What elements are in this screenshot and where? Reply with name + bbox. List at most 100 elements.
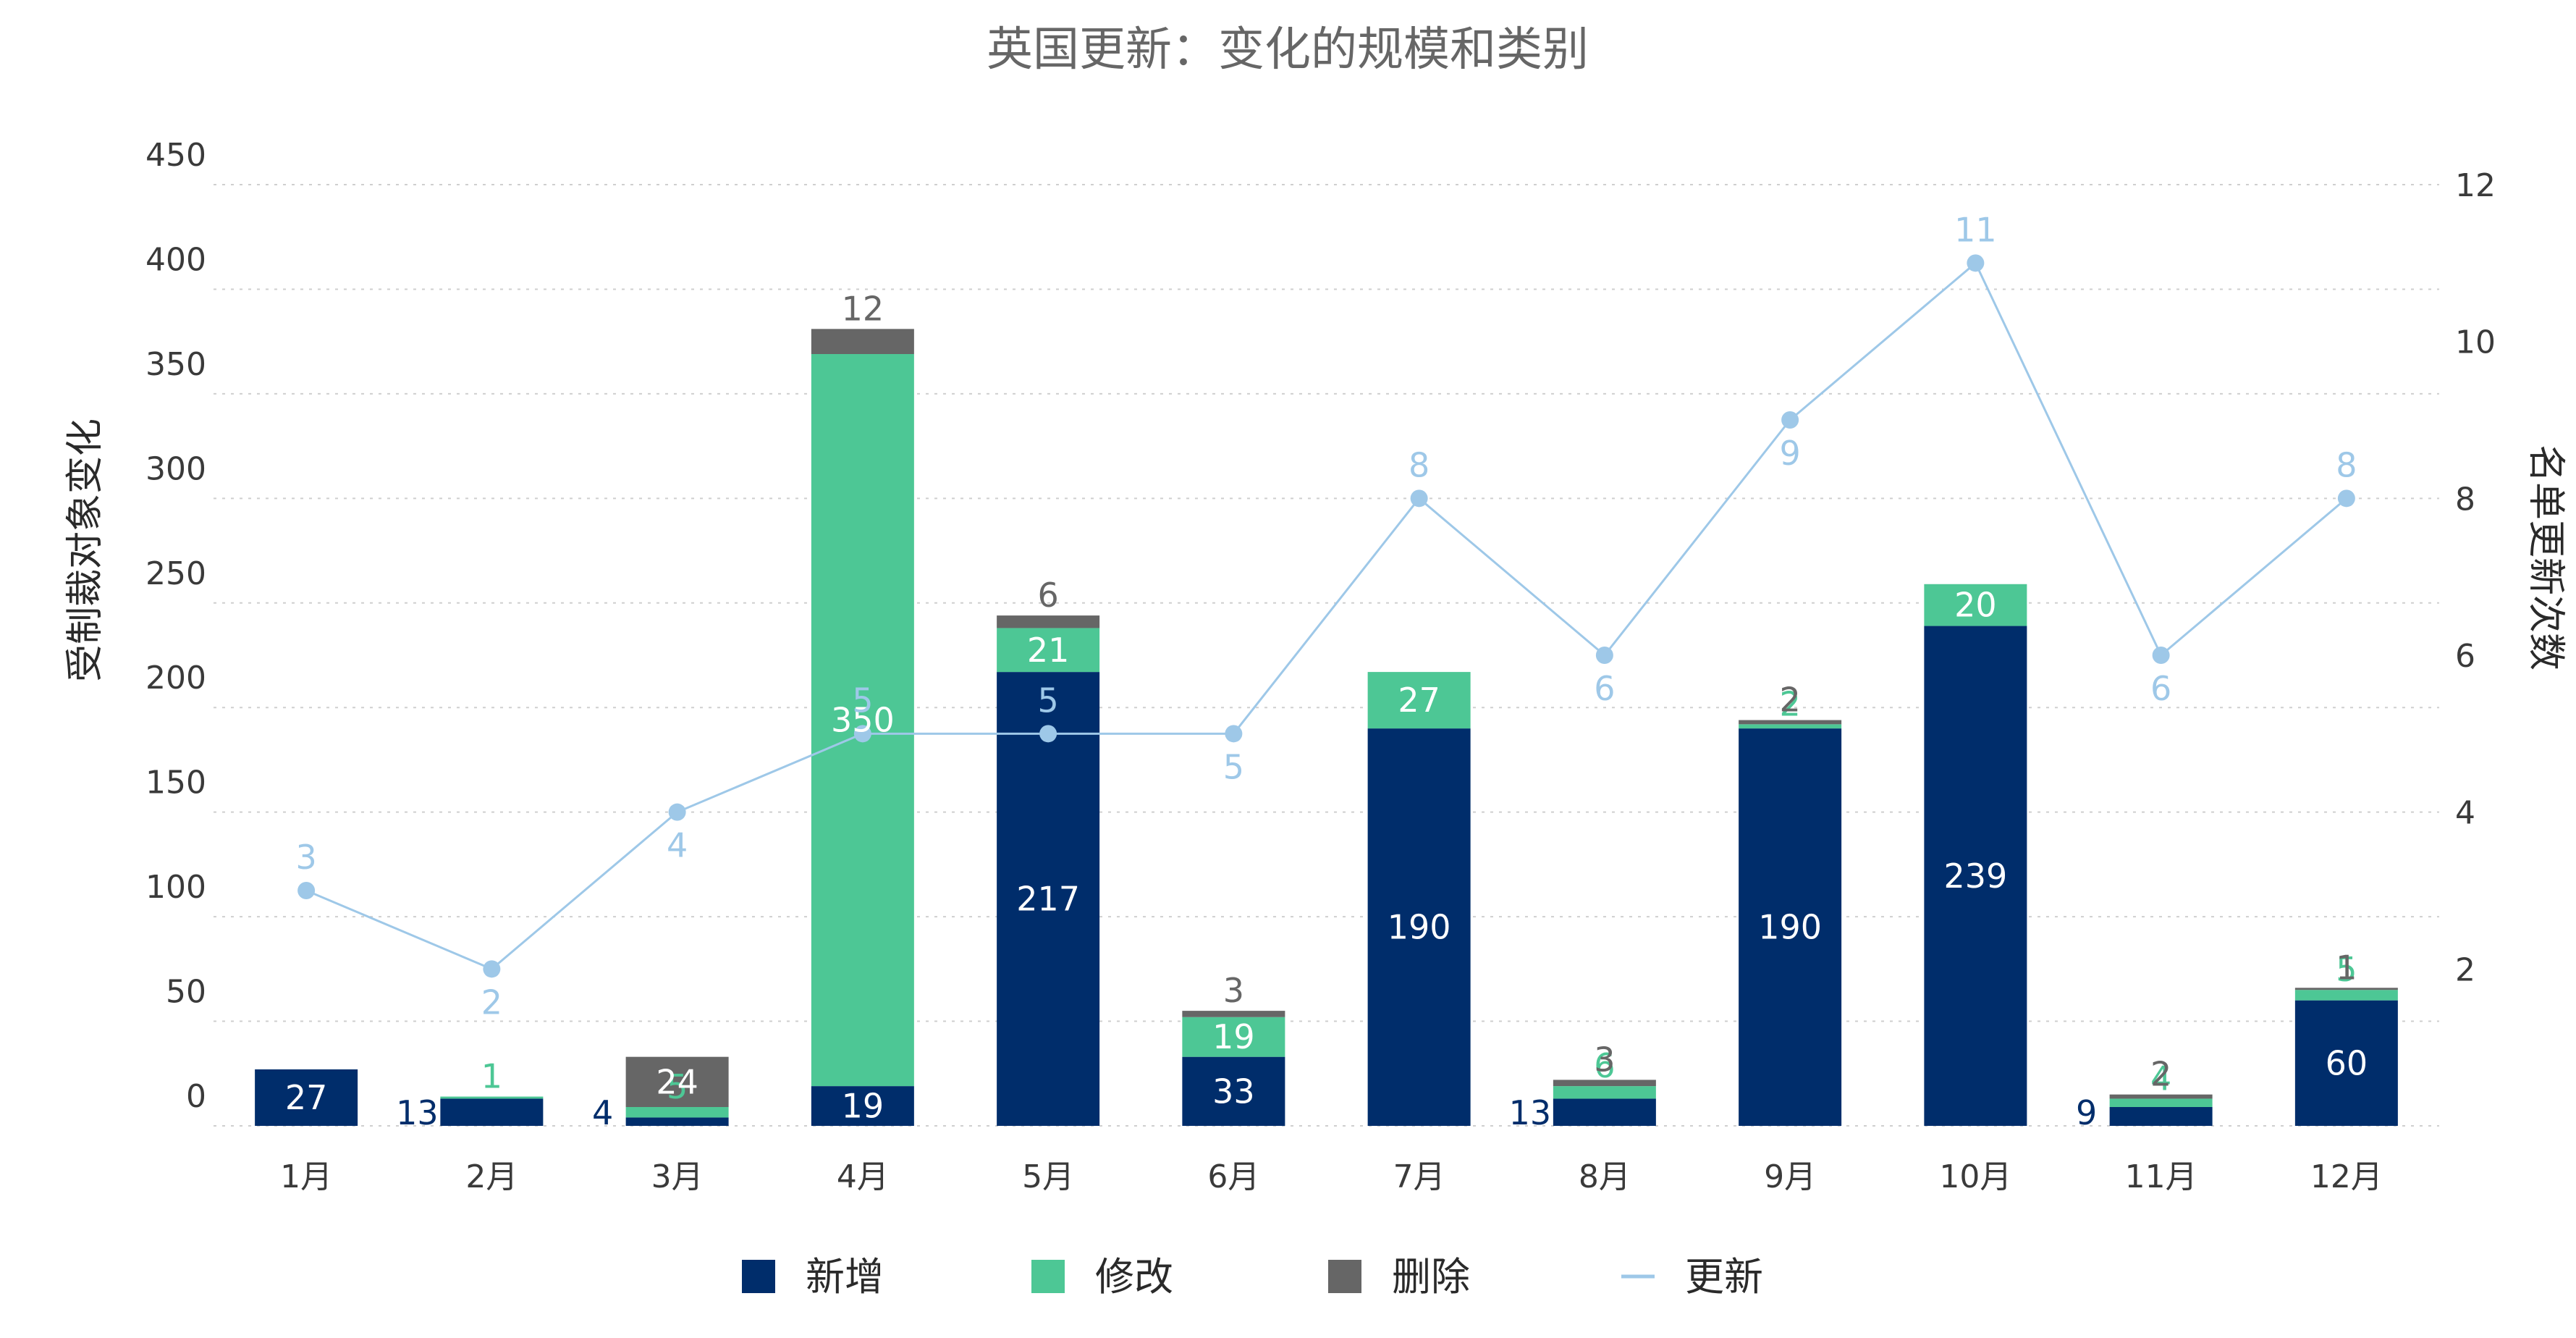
update-point (1595, 647, 1613, 664)
x-tick-label: 12月 (2310, 1158, 2383, 1195)
x-tick-label: 10月 (1939, 1158, 2011, 1195)
bar-data-label: 12 (842, 289, 884, 328)
bar-data-label: 1 (481, 1057, 502, 1096)
legend: 新增 修改 删除 更新 (742, 1254, 1763, 1300)
bar-data-label: 5 (2336, 950, 2357, 989)
bar-segment (1367, 728, 1471, 1126)
bar-data-label: 27 (285, 1078, 328, 1117)
bar-segment (1182, 1011, 1285, 1017)
bar-segment (625, 1117, 729, 1126)
y-axis-title-left: 受制裁对象变化 (64, 418, 107, 682)
bar-segment (997, 615, 1100, 628)
y-tick-right: 12 (2455, 167, 2496, 204)
legend-swatch (1328, 1260, 1361, 1293)
update-point (1225, 725, 1243, 743)
legend-swatch (742, 1260, 775, 1293)
update-point (1039, 725, 1057, 743)
bar-segment (440, 1096, 544, 1099)
bar-data-label: 9 (2076, 1093, 2097, 1132)
bar-data-label: 217 (1016, 880, 1080, 919)
y-tick-left: 400 (145, 241, 206, 278)
update-point (2337, 489, 2355, 508)
y-tick-right: 10 (2455, 324, 2496, 361)
data-labels: 27 13145241935012217216331931902713631902… (285, 210, 2368, 1132)
x-tick-label: 1月 (280, 1158, 332, 1195)
bar-segment (1553, 1080, 1656, 1087)
bar-segment (625, 1107, 729, 1118)
y-tick-left: 100 (145, 869, 206, 906)
chart-title: 英国更新：变化的规模和类别 (987, 23, 1589, 77)
update-line (297, 254, 2355, 978)
bar-segment (440, 1098, 544, 1126)
bar-data-label: 1 (2336, 948, 2357, 987)
bar-segment (255, 1069, 358, 1126)
update-data-label: 6 (1594, 669, 1615, 708)
bar-segment (2109, 1107, 2213, 1126)
legend-label: 修改 (1095, 1254, 1173, 1300)
bar-data-label: 3 (1594, 1040, 1615, 1079)
bar-data-label: 33 (1212, 1072, 1255, 1111)
bar-segment (811, 329, 914, 354)
legend-swatch (1031, 1260, 1065, 1293)
y-tick-left: 350 (145, 346, 206, 383)
bar-data-label: 5 (667, 1067, 688, 1106)
bar-segment (1924, 626, 2027, 1126)
update-data-label: 11 (1954, 210, 1997, 249)
update-point (853, 725, 871, 743)
bar-segment (2294, 990, 2398, 1001)
bar-segment (1182, 1017, 1285, 1057)
update-data-label: 3 (295, 838, 316, 877)
bar-data-label: 19 (842, 1087, 884, 1126)
y-tick-right: 4 (2455, 795, 2475, 832)
x-tick-label: 11月 (2125, 1158, 2197, 1195)
bar-data-label: 27 (1398, 681, 1440, 720)
update-point (1410, 489, 1428, 508)
update-point (668, 803, 686, 821)
x-tick-label: 2月 (465, 1158, 518, 1195)
update-point (1967, 254, 1985, 272)
bar-data-label: 20 (1954, 586, 1997, 625)
bar-data-label: 190 (1758, 908, 1822, 947)
update-data-label: 5 (1037, 681, 1058, 720)
bar-segment (1182, 1056, 1285, 1126)
gridlines (214, 184, 2439, 1127)
y-tick-left: 300 (145, 450, 206, 487)
bar-segment (2109, 1094, 2213, 1099)
bar-data-label: 4 (592, 1093, 613, 1132)
y-tick-right: 6 (2455, 638, 2475, 675)
y-axis-title-right: 名单更新次数 (2524, 445, 2567, 670)
y-tick-left: 0 (186, 1078, 206, 1115)
bar-segment (997, 628, 1100, 673)
bar-data-label: 60 (2326, 1043, 2368, 1082)
y-tick-left: 250 (145, 555, 206, 592)
bar-data-label: 2 (2150, 1055, 2171, 1094)
bar-segment (811, 354, 914, 1087)
bar-segment (2294, 1000, 2398, 1126)
update-data-label: 8 (2336, 445, 2357, 484)
bar-segment (2294, 988, 2398, 990)
bar-segment (625, 1056, 729, 1107)
bar-data-label: 13 (396, 1093, 439, 1132)
update-data-label: 9 (1779, 434, 1800, 473)
bar-data-label: 3 (1223, 971, 1244, 1010)
x-tick-label: 4月 (837, 1158, 889, 1195)
bar-segment (997, 672, 1100, 1126)
bar-segment (1553, 1086, 1656, 1099)
update-line-path (305, 261, 2347, 971)
x-tick-label: 9月 (1764, 1158, 1816, 1195)
y-tick-right: 8 (2455, 481, 2475, 518)
bar-segment (1739, 720, 1842, 725)
bar-segment (1553, 1098, 1656, 1126)
bar-data-label: 239 (1943, 857, 2007, 896)
y-tick-left: 150 (145, 765, 206, 801)
y-tick-left: 50 (166, 974, 206, 1011)
bar-segment (1739, 724, 1842, 729)
bar-data-label: 2 (1779, 684, 1800, 723)
bar-data-label: 4 (2150, 1059, 2171, 1098)
x-tick-label: 3月 (651, 1158, 704, 1195)
update-point (1781, 411, 1799, 429)
update-data-label: 6 (2150, 669, 2171, 708)
x-tick-label: 5月 (1022, 1158, 1074, 1195)
